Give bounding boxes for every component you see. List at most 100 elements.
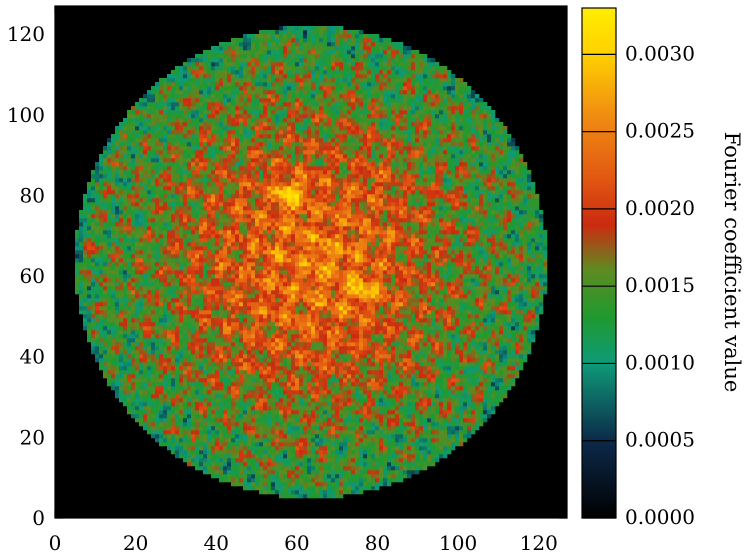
heatmap-cell <box>283 442 288 447</box>
heatmap-cell <box>203 438 208 443</box>
heatmap-cell <box>415 294 420 299</box>
heatmap-cell <box>187 446 192 451</box>
heatmap-cell <box>379 342 384 347</box>
heatmap-cell <box>163 306 168 311</box>
heatmap-cell <box>267 486 272 491</box>
heatmap-cell <box>415 290 420 295</box>
heatmap-cell <box>115 330 120 335</box>
heatmap-cell <box>431 314 436 319</box>
heatmap-cell <box>475 422 480 427</box>
heatmap-cell <box>351 306 356 311</box>
heatmap-cell <box>479 370 484 375</box>
heatmap-cell <box>211 330 216 335</box>
heatmap-cell <box>379 394 384 399</box>
heatmap-cell <box>187 330 192 335</box>
heatmap-cell <box>323 438 328 443</box>
heatmap-cell <box>163 334 168 339</box>
heatmap-cell <box>183 294 188 299</box>
heatmap-cell <box>95 314 100 319</box>
heatmap-cell <box>511 370 516 375</box>
heatmap-cell <box>239 438 244 443</box>
heatmap-cell <box>423 282 428 287</box>
heatmap-cell <box>155 294 160 299</box>
heatmap-cell <box>491 282 496 287</box>
heatmap-cell <box>319 370 324 375</box>
heatmap-cell <box>463 338 468 343</box>
heatmap-cell <box>135 338 140 343</box>
heatmap-cell <box>107 290 112 295</box>
heatmap-cell <box>487 410 492 415</box>
heatmap-cell <box>431 334 436 339</box>
heatmap-cell <box>455 350 460 355</box>
heatmap-cell <box>431 454 436 459</box>
heatmap-cell <box>375 378 380 383</box>
heatmap-cell <box>259 294 264 299</box>
heatmap-cell <box>327 374 332 379</box>
heatmap-cell <box>191 350 196 355</box>
heatmap-cell <box>323 302 328 307</box>
heatmap-cell <box>483 342 488 347</box>
heatmap-cell <box>511 298 516 303</box>
heatmap-cell <box>219 398 224 403</box>
heatmap-cell <box>363 478 368 483</box>
heatmap-cell <box>339 426 344 431</box>
heatmap-cell <box>491 314 496 319</box>
heatmap-cell <box>323 294 328 299</box>
heatmap-cell <box>247 382 252 387</box>
heatmap-cell <box>411 338 416 343</box>
heatmap-cell <box>247 314 252 319</box>
heatmap-cell <box>163 434 168 439</box>
heatmap-cell <box>359 454 364 459</box>
heatmap-cell <box>335 478 340 483</box>
heatmap-cell <box>231 306 236 311</box>
heatmap-cell <box>267 370 272 375</box>
heatmap-cell <box>303 394 308 399</box>
heatmap-cell <box>167 378 172 383</box>
heatmap-cell <box>215 438 220 443</box>
heatmap-cell <box>327 382 332 387</box>
heatmap-cell <box>411 426 416 431</box>
heatmap-cell <box>467 334 472 339</box>
heatmap-cell <box>295 486 300 491</box>
heatmap-cell <box>287 350 292 355</box>
heatmap-cell <box>443 298 448 303</box>
heatmap-cell <box>187 426 192 431</box>
heatmap-cell <box>475 370 480 375</box>
heatmap-cell <box>151 282 156 287</box>
heatmap-cell <box>479 362 484 367</box>
heatmap-cell <box>91 282 96 287</box>
heatmap-cell <box>251 334 256 339</box>
heatmap-cell <box>199 410 204 415</box>
heatmap-cell <box>471 306 476 311</box>
heatmap-cell <box>415 326 420 331</box>
heatmap-cell <box>343 402 348 407</box>
heatmap-cell <box>407 334 412 339</box>
heatmap-plot-area <box>55 6 567 518</box>
heatmap-cell <box>463 354 468 359</box>
heatmap-cell <box>407 302 412 307</box>
heatmap-cell <box>343 422 348 427</box>
heatmap-cell <box>219 298 224 303</box>
heatmap-cell <box>391 354 396 359</box>
heatmap-cell <box>299 486 304 491</box>
heatmap-cell <box>511 354 516 359</box>
heatmap-cell <box>327 398 332 403</box>
heatmap-cell <box>435 386 440 391</box>
heatmap-cell <box>479 314 484 319</box>
heatmap-cell <box>175 422 180 427</box>
heatmap-cell <box>491 294 496 299</box>
heatmap-cell <box>331 390 336 395</box>
heatmap-cell <box>283 370 288 375</box>
heatmap-cell <box>403 458 408 463</box>
heatmap-cell <box>507 378 512 383</box>
heatmap-cell <box>231 406 236 411</box>
heatmap-cell <box>503 282 508 287</box>
heatmap-cell <box>463 370 468 375</box>
heatmap-cell <box>351 478 356 483</box>
heatmap-cell <box>199 310 204 315</box>
heatmap-cell <box>283 474 288 479</box>
heatmap-cell <box>191 290 196 295</box>
heatmap-cell <box>495 294 500 299</box>
heatmap-cell <box>311 314 316 319</box>
heatmap-cell <box>107 370 112 375</box>
